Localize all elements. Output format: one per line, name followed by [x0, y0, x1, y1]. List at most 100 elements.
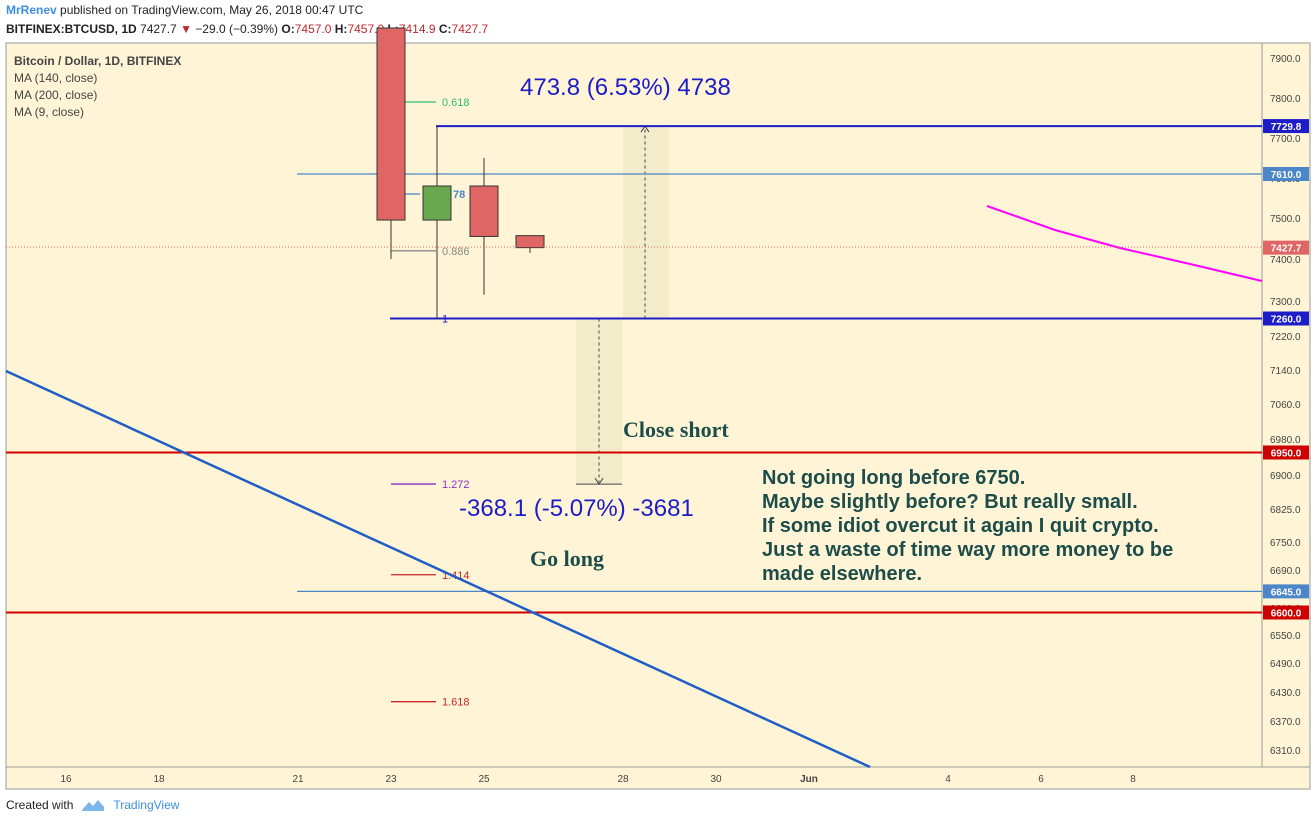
price-label-text: 6600.0: [1271, 609, 1302, 620]
legend-symbol: Bitcoin / Dollar, 1D, BITFINEX: [14, 54, 181, 68]
close-short-label: Close short: [623, 417, 729, 442]
price-labels: 7729.8 7610.0 7427.7 7260.0 6950.0 6645.0 6600…: [1263, 119, 1309, 620]
price-label-box: [1263, 311, 1309, 326]
price-label-text: 7729.8: [1271, 122, 1302, 133]
time-tick-label: 28: [617, 774, 629, 785]
measure-up-box: [623, 126, 669, 319]
time-tick-label: 16: [60, 774, 72, 785]
time-tick-label: 21: [292, 774, 304, 785]
time-tick-label: 18: [153, 774, 165, 785]
time-tick-label: 6: [1038, 774, 1044, 785]
price-label-box: [1263, 605, 1309, 620]
price-tick-label: 6980.0: [1270, 435, 1301, 446]
symbol-label: BITFINEX:BTCUSD, 1D: [6, 22, 137, 36]
candles: [376, 27, 545, 319]
price-tick-label: 7800.0: [1270, 94, 1301, 105]
time-axis[interactable]: [5, 766, 1311, 790]
price-tick-label: 6550.0: [1270, 631, 1301, 642]
ohlc-bar: BITFINEX:BTCUSD, 1D 7427.7 ▼ −29.0 (−0.3…: [6, 22, 488, 36]
high-value: 7457.0: [347, 22, 385, 36]
open-label: O:: [281, 22, 295, 36]
measure-boxes: [576, 125, 669, 485]
time-tick-label: 30: [710, 774, 722, 785]
note-line: Not going long before 6750.: [762, 467, 1025, 489]
price-label-text: 6950.0: [1271, 449, 1302, 460]
price-tick-label: 6430.0: [1270, 688, 1301, 699]
fib-level-label: 1.272: [442, 479, 470, 491]
price-tick-label: 7700.0: [1270, 134, 1301, 145]
created-with-text: Created with: [6, 798, 74, 812]
close-label: C:: [438, 22, 452, 36]
candle-body: [469, 185, 499, 237]
publish-info: MrRenev published on TradingView.com, Ma…: [6, 3, 363, 17]
note-line: Maybe slightly before? But really small.: [762, 491, 1138, 513]
tradingview-link[interactable]: TradingView: [113, 798, 180, 812]
candle-body: [376, 27, 406, 221]
price-tick-label: 7300.0: [1270, 297, 1301, 308]
price-tick-label: 7500.0: [1270, 214, 1301, 225]
note-line: Just a waste of time way more money to b…: [762, 539, 1173, 561]
time-tick-label: 4: [945, 774, 951, 785]
price-tick-label: 7400.0: [1270, 255, 1301, 266]
measure-down-box: [576, 318, 622, 485]
last-price: 7427.7: [140, 22, 177, 36]
price-label-box: [1263, 119, 1309, 134]
price-tick-label: 6310.0: [1270, 746, 1301, 757]
note-line: made elsewhere.: [762, 563, 922, 585]
low-value: 7414.9: [398, 22, 436, 36]
published-text: published on TradingView.com, May 26, 20…: [60, 3, 364, 17]
legend-ma-140: MA (140, close): [14, 71, 97, 85]
ma-line: [986, 205, 1263, 282]
price-tick-label: 6490.0: [1270, 659, 1301, 670]
time-tick-label: Jun: [800, 774, 818, 785]
legend-ma-9: MA (9, close): [14, 105, 84, 119]
candle-body: [422, 185, 452, 221]
fib-level-label: 0.618: [442, 97, 470, 109]
price-tick-label: 6690.0: [1270, 566, 1301, 577]
price-label-box: [1263, 584, 1309, 599]
measure-down-label: -368.1 (-5.07%) -3681: [459, 495, 694, 522]
down-arrow-icon: ▼: [180, 22, 192, 36]
high-label: H:: [334, 22, 348, 36]
price-tick-label: 7060.0: [1270, 400, 1301, 411]
go-long-label: Go long: [530, 546, 604, 571]
close-value: 7427.7: [451, 22, 489, 36]
trade-note: Not going long before 6750. Maybe slight…: [762, 467, 1173, 585]
price-tick-label: 7220.0: [1270, 332, 1301, 343]
price-tick-label: 7140.0: [1270, 366, 1301, 377]
time-tick-label: 8: [1130, 774, 1136, 785]
candle-body: [515, 235, 545, 249]
open-value: 7457.0: [294, 22, 332, 36]
measure-up-label: 473.8 (6.53%) 4738: [520, 74, 731, 101]
price-axis[interactable]: [1261, 42, 1311, 768]
price-tick-label: 6750.0: [1270, 538, 1301, 549]
time-tick-label: 25: [478, 774, 490, 785]
time-tick-label: 23: [385, 774, 397, 785]
price-label-text: 6645.0: [1271, 587, 1302, 598]
price-label-text: 7260.0: [1271, 315, 1302, 326]
tradingview-logo-icon[interactable]: [81, 798, 105, 812]
price-label-box: [1263, 167, 1309, 181]
legend-ma-200: MA (200, close): [14, 88, 97, 102]
horizontal-lines: [6, 125, 1262, 614]
author-link[interactable]: MrRenev: [6, 3, 57, 17]
price-label-text: 7610.0: [1271, 170, 1302, 181]
note-line: If some idiot overcut it again I quit cr…: [762, 515, 1159, 537]
price-label-text: 7427.7: [1271, 244, 1302, 255]
price-tick-label: 6900.0: [1270, 471, 1301, 482]
price-label-box: [1263, 445, 1309, 460]
fib-level-label: 78: [453, 189, 465, 201]
footer: Created with TradingView: [6, 798, 179, 812]
fib-level-label: 1: [442, 314, 448, 326]
trend-line[interactable]: [5, 369, 871, 769]
price-tick-label: 7900.0: [1270, 54, 1301, 65]
fib-level-label: 0.886: [442, 246, 470, 258]
price-change: −29.0 (−0.39%): [195, 22, 279, 36]
legend: Bitcoin / Dollar, 1D, BITFINEX MA (140, …: [14, 54, 181, 119]
fib-level-label: 1.618: [442, 697, 470, 709]
price-tick-label: 6825.0: [1270, 505, 1301, 516]
price-label-box: [1263, 240, 1309, 255]
price-tick-label: 6370.0: [1270, 717, 1301, 728]
